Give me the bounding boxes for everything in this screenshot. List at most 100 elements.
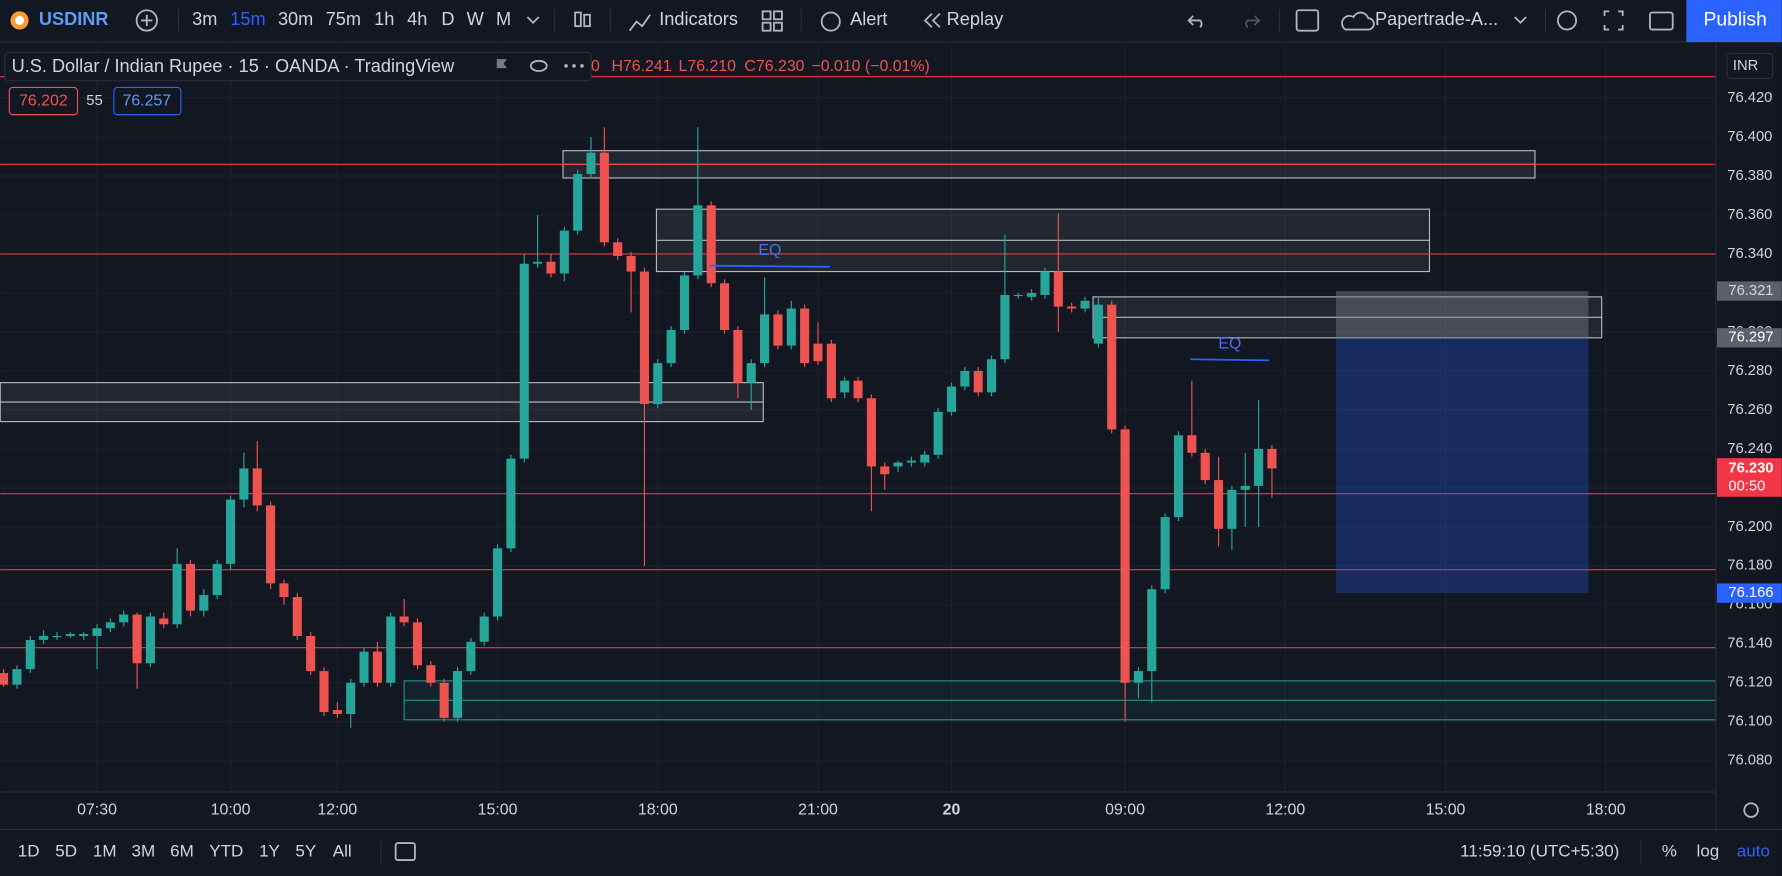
alert-button[interactable]: Alert: [850, 9, 887, 29]
publish-button[interactable]: [1686, 0, 1782, 43]
ask-box[interactable]: [113, 86, 182, 116]
range-button[interactable]: 5Y: [295, 842, 316, 861]
position-stop-zone: [1336, 337, 1589, 594]
visibility-icon[interactable]: [529, 59, 548, 72]
snapshot[interactable]: [1649, 11, 1674, 31]
candle-body: [412, 622, 423, 666]
candle-body: [586, 152, 596, 175]
symbol[interactable]: USDINR: [39, 9, 109, 29]
interval-button[interactable]: 15m: [230, 9, 265, 29]
interval-button[interactable]: M: [496, 9, 511, 29]
scale-button[interactable]: log: [1697, 842, 1720, 861]
candle-body: [65, 634, 75, 637]
range-button[interactable]: All: [333, 842, 352, 861]
interval-button[interactable]: 75m: [326, 9, 361, 29]
indicators-button[interactable]: Indicators: [659, 9, 738, 29]
x-tick-label: 21:00: [798, 801, 838, 818]
interval-button[interactable]: 1h: [374, 9, 394, 29]
currency-button[interactable]: [1726, 52, 1774, 79]
add-symbol[interactable]: [135, 9, 158, 32]
candle-body: [479, 616, 489, 642]
replay-button[interactable]: Replay: [947, 9, 1004, 29]
publish-label[interactable]: Publish: [1704, 10, 1767, 31]
x-tick-label: 15:00: [478, 801, 518, 818]
candle-body: [920, 454, 930, 463]
fullscreen[interactable]: [1603, 10, 1624, 31]
range-button[interactable]: 1D: [18, 842, 40, 861]
candle-body: [292, 597, 302, 637]
candle-body: [1200, 452, 1210, 481]
interval-button[interactable]: 3m: [192, 9, 217, 29]
y-tick-label: 76.080: [1727, 753, 1772, 769]
candle-body: [853, 380, 863, 399]
layout-button[interactable]: [1295, 9, 1320, 32]
candle-body: [0, 673, 9, 685]
scale-button[interactable]: %: [1662, 842, 1677, 861]
candle-body: [399, 616, 409, 623]
range-button[interactable]: 6M: [170, 842, 194, 861]
interval-button[interactable]: 4h: [407, 9, 427, 29]
x-tick-label: 18:00: [638, 801, 678, 818]
x-tick-label: 10:00: [211, 801, 251, 818]
range-button[interactable]: 5D: [55, 842, 77, 861]
more-icon[interactable]: [564, 64, 584, 68]
price-badge-label: 76.297: [1728, 330, 1773, 346]
candle-body: [132, 614, 142, 664]
y-tick-label: 76.260: [1727, 402, 1772, 418]
candle-body: [1187, 435, 1197, 453]
range-button[interactable]: 3M: [132, 842, 156, 861]
candle-body: [372, 651, 382, 683]
candle-body: [279, 583, 289, 598]
flag-icon[interactable]: [496, 59, 507, 69]
candle-body: [346, 682, 356, 714]
redo[interactable]: [1245, 15, 1261, 28]
candle-body: [1160, 517, 1170, 590]
range-button[interactable]: YTD: [209, 842, 243, 861]
bid-box[interactable]: [8, 86, 79, 116]
templates[interactable]: [761, 10, 783, 32]
price-badge-label: 76.166: [1728, 585, 1773, 601]
candle-body: [452, 671, 463, 718]
candle-body: [906, 460, 917, 463]
date-range[interactable]: [394, 842, 416, 862]
candle-body: [506, 458, 516, 549]
chart-style[interactable]: [574, 11, 591, 28]
candle-body: [1027, 292, 1037, 297]
candle-body: [613, 242, 623, 256]
candle-body: [359, 651, 369, 683]
candle-body: [386, 616, 396, 683]
y-tick-label: 76.120: [1727, 675, 1772, 691]
settings[interactable]: [1557, 10, 1578, 31]
candle-body: [466, 641, 476, 672]
eq-label: EQ: [1218, 336, 1241, 353]
candle-body: [1240, 485, 1250, 490]
account-button[interactable]: Papertrade-A...: [1375, 9, 1498, 29]
candle-body: [933, 411, 943, 455]
scale-button[interactable]: auto: [1737, 842, 1770, 861]
candle-body: [199, 595, 209, 611]
price-badge-label: 76.321: [1728, 283, 1773, 299]
candle-body: [813, 343, 823, 362]
axis-settings[interactable]: [1743, 802, 1759, 818]
interval-button[interactable]: 30m: [278, 9, 313, 29]
interval-dropdown[interactable]: [526, 16, 540, 25]
range-button[interactable]: 1M: [93, 842, 117, 861]
candle-body: [39, 636, 49, 640]
interval-button[interactable]: D: [441, 9, 454, 29]
currency[interactable]: INR: [1733, 58, 1758, 74]
interval-button[interactable]: W: [467, 9, 485, 29]
candle-body: [573, 174, 583, 231]
y-tick-label: 76.360: [1727, 207, 1772, 223]
account-dropdown[interactable]: [1514, 16, 1527, 25]
range-button[interactable]: 1Y: [259, 842, 280, 861]
ask[interactable]: 76.257: [122, 92, 171, 109]
y-tick-label: 76.400: [1727, 129, 1772, 145]
candle-body: [306, 636, 316, 672]
bid[interactable]: 76.202: [19, 92, 68, 109]
cloud-icon: [1341, 11, 1375, 31]
undo[interactable]: [1187, 15, 1203, 28]
candle-body: [946, 386, 957, 412]
x-tick-label: 09:00: [1105, 801, 1145, 818]
